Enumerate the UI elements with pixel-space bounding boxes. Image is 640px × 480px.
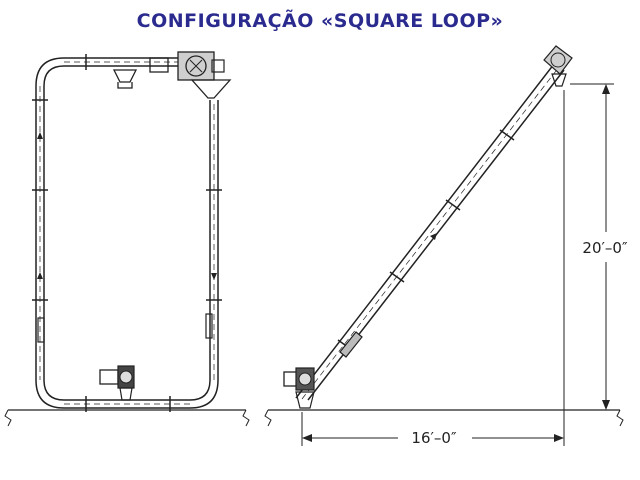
incline-flanges <box>337 129 515 351</box>
inclined-view: 20′–0″ 16′–0″ <box>264 45 628 447</box>
incline-takeup <box>339 331 363 358</box>
flow-arrow-left-2 <box>37 272 43 279</box>
takeup-box-right <box>205 313 213 339</box>
discharge-hopper <box>190 79 232 99</box>
height-dimension: 20′–0″ <box>570 83 628 411</box>
ground-line-right <box>264 409 624 427</box>
length-dimension: 16′–0″ <box>301 90 565 447</box>
length-label: 16′–0″ <box>411 429 457 447</box>
flow-arrow-left-1 <box>37 132 43 139</box>
incline-inlet <box>283 367 315 409</box>
takeup-box-left <box>37 317 45 343</box>
ground-line-left <box>4 409 250 427</box>
drive-unit-top <box>149 51 225 81</box>
flow-arrow-incline <box>430 233 437 240</box>
square-loop-view <box>4 51 250 427</box>
loop-flanges <box>32 54 222 412</box>
loop-tube-outer <box>35 57 219 409</box>
inlet-unit-bottom <box>99 365 135 401</box>
inlet-hopper-top <box>112 69 138 89</box>
height-label: 20′–0″ <box>582 239 628 257</box>
loop-centerline <box>39 61 215 405</box>
loop-tube-inner <box>43 65 211 401</box>
incline-head <box>543 45 573 87</box>
diagram-title: CONFIGURAÇÃO «SQUARE LOOP» <box>136 10 504 32</box>
incline-centerline <box>301 66 560 400</box>
flow-arrow-right-1 <box>211 273 217 280</box>
incline-tube <box>295 63 565 401</box>
